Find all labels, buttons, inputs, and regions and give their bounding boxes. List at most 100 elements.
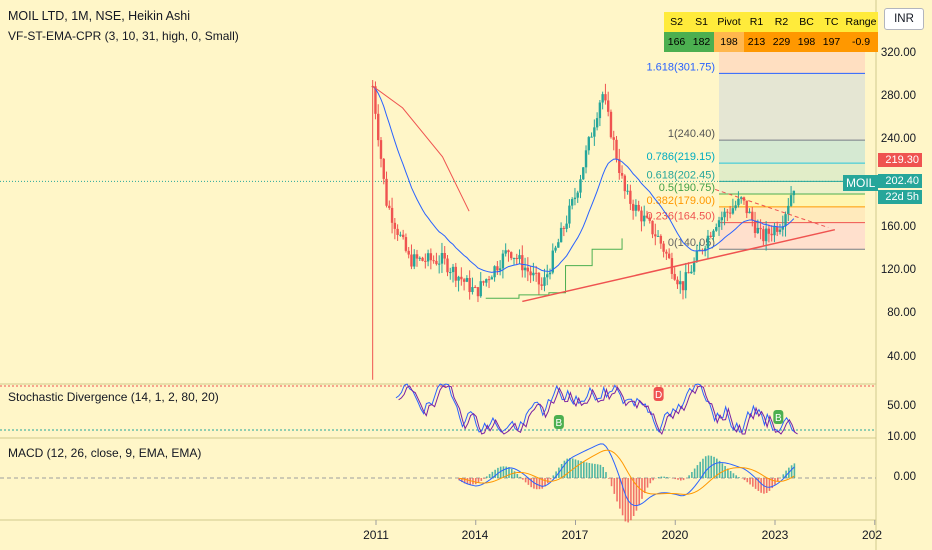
macd-histogram-bar — [541, 478, 544, 489]
candle-body — [582, 167, 585, 180]
candle-body — [534, 272, 538, 274]
candle-body — [551, 250, 554, 273]
macd-histogram-bar — [466, 478, 469, 485]
candle-body — [643, 215, 646, 222]
candle-body — [510, 252, 513, 259]
candle-body — [656, 235, 660, 237]
resistance-trendline — [714, 188, 829, 228]
candle-body — [784, 214, 787, 227]
candle-body — [435, 260, 438, 265]
candle-body — [374, 86, 377, 114]
cpr-table-header-row: S2 S1 Pivot R1 R2 BC TC Range — [664, 12, 878, 32]
macd-histogram-bar — [702, 458, 704, 478]
candle-body — [670, 258, 674, 274]
macd-histogram-bar — [569, 458, 571, 478]
candle-body — [377, 113, 380, 141]
fib-level-label: 1(240.40) — [668, 128, 715, 140]
macd-histogram-bar — [632, 478, 635, 517]
macd-histogram-bar — [474, 478, 477, 485]
candle-body — [631, 203, 635, 211]
candle-body — [737, 198, 740, 206]
macd-histogram-bar — [704, 456, 707, 478]
candle-body — [460, 276, 463, 280]
candle-body — [634, 204, 638, 211]
macd-histogram-bar — [519, 476, 521, 478]
candle-body — [471, 287, 474, 293]
macd-histogram-bar — [522, 478, 524, 480]
candle-body — [449, 272, 452, 274]
time-axis-label: 2017 — [561, 528, 589, 542]
stoch-d-line — [398, 385, 798, 436]
candle-body — [640, 210, 643, 222]
macd-histogram-bar — [793, 463, 796, 478]
indicator-ema-cpr-label[interactable]: VF-ST-EMA-CPR (3, 10, 31, high, 0, Small… — [8, 29, 239, 43]
macd-histogram-bar — [624, 478, 627, 522]
candle-body — [764, 228, 768, 242]
candle-body — [546, 274, 549, 278]
macd-histogram-bar — [732, 473, 735, 478]
candle-body — [529, 271, 532, 276]
candle-body — [645, 215, 649, 218]
macd-histogram-bar — [469, 478, 472, 485]
macd-histogram-bar — [699, 461, 701, 478]
candle-body — [396, 228, 399, 235]
candle-body — [432, 260, 435, 262]
macd-histogram-bar — [535, 478, 538, 490]
macd-histogram-bar — [591, 463, 593, 478]
candle-body — [437, 263, 441, 265]
time-axis-label: 202 — [861, 528, 883, 542]
fib-zone — [719, 181, 865, 195]
fib-level-label: 0.618(202.45) — [647, 169, 716, 181]
candle-body — [590, 136, 593, 138]
candle-body — [426, 253, 430, 262]
macd-histogram-bar — [743, 478, 746, 481]
cpr-table-value-row: 166 182 198 213 229 198 197 -0.9 — [664, 32, 878, 52]
candle-body — [393, 222, 397, 229]
cpr-table: S2 S1 Pivot R1 R2 BC TC Range 166 182 19… — [664, 12, 878, 52]
macd-histogram-bar — [613, 478, 616, 494]
candle-body — [487, 279, 491, 281]
candle-body — [537, 272, 541, 285]
macd-histogram-bar — [486, 476, 488, 478]
macd-histogram-bar — [502, 466, 505, 478]
macd-histogram-bar — [638, 478, 641, 505]
candle-body — [739, 197, 743, 199]
candle-body — [745, 200, 748, 214]
candle-body — [687, 272, 690, 274]
cpr-value-r2: 229 — [769, 32, 794, 52]
fib-level-label: 0.5(190.75) — [659, 182, 715, 194]
candle-body — [401, 234, 405, 238]
currency-button[interactable]: INR — [884, 8, 924, 30]
macd-histogram-bar — [491, 471, 494, 478]
candle-body — [457, 276, 460, 281]
candle-body — [573, 197, 577, 200]
candle-body — [548, 272, 552, 275]
candle-body — [562, 227, 566, 229]
macd-histogram-bar — [488, 474, 491, 478]
candle-body — [476, 287, 480, 297]
macd-histogram-bar — [619, 478, 621, 509]
candle-body — [662, 243, 665, 252]
macd-histogram-bar — [566, 458, 568, 478]
candle-body — [773, 226, 776, 236]
candle-body — [424, 260, 427, 262]
macd-histogram-bar — [771, 478, 774, 489]
macd-histogram-bar — [546, 478, 549, 484]
candle-body — [440, 252, 444, 264]
macd-histogram-bar — [657, 477, 660, 478]
indicator-macd-label[interactable]: MACD (12, 26, close, 9, EMA, EMA) — [8, 446, 202, 460]
macd-histogram-bar — [555, 471, 557, 478]
macd-histogram-bar — [494, 469, 496, 478]
time-axis-label: 2020 — [661, 528, 689, 542]
candle-body — [684, 272, 687, 291]
macd-histogram-bar — [563, 460, 566, 478]
candle-body — [498, 268, 502, 271]
macd-histogram-bar — [527, 478, 530, 485]
indicator-stoch-label[interactable]: Stochastic Divergence (14, 1, 2, 80, 20) — [8, 390, 219, 404]
candle-body — [421, 257, 424, 261]
macd-histogram-bar — [682, 478, 685, 481]
macd-histogram-bar — [693, 468, 696, 478]
candle-body — [776, 226, 779, 232]
